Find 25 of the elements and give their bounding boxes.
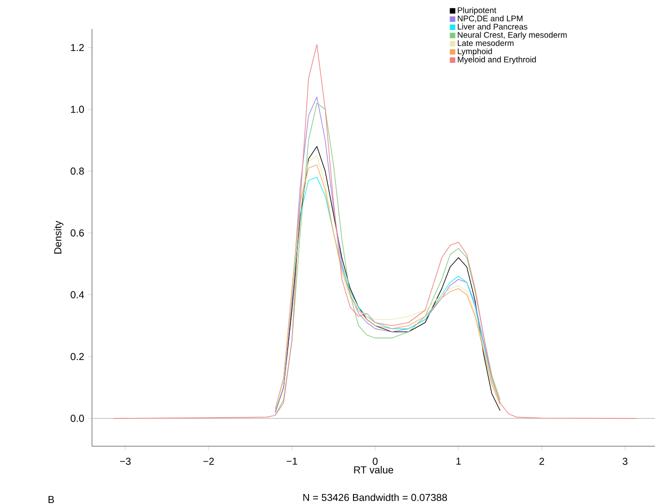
legend-label: Liver and Pancreas [458,23,528,30]
x-tick-label: 3 [622,458,628,465]
y-tick-label: 0.6 [70,229,84,236]
y-tick-label: 1.0 [71,106,84,113]
y-tick-label: 0.0 [70,414,84,422]
x-tick-label: −1 [286,458,298,465]
text: N = 53426 Bandwidth = 0.07388 [303,494,447,501]
x-tick-label: 2 [539,458,544,465]
x-tick-label: −3 [120,458,131,465]
legend-label: Late mesoderm [458,40,514,46]
y-tick-label: 0.4 [70,291,84,298]
x-tick-label: 1 [456,458,461,465]
y-axis-title: Density [54,220,64,254]
y-tick-label: 0.8 [70,167,84,175]
x-tick-label: 0 [372,458,378,465]
legend-label: Myeloid and Erythroid [458,56,536,64]
text: B [48,496,54,503]
y-tick-label: 1.2 [71,44,84,51]
legend-label: Neural Crest, Early mesoderm [458,32,567,40]
legend-label: NPC,DE and LPM [458,15,522,22]
legend-label: Pluripotent [458,7,496,15]
x-tick-label: −2 [203,458,214,465]
x-axis-title: RT value [354,466,394,474]
y-tick-label: 0.2 [70,352,84,360]
legend-label: Lymphoid [458,48,492,56]
